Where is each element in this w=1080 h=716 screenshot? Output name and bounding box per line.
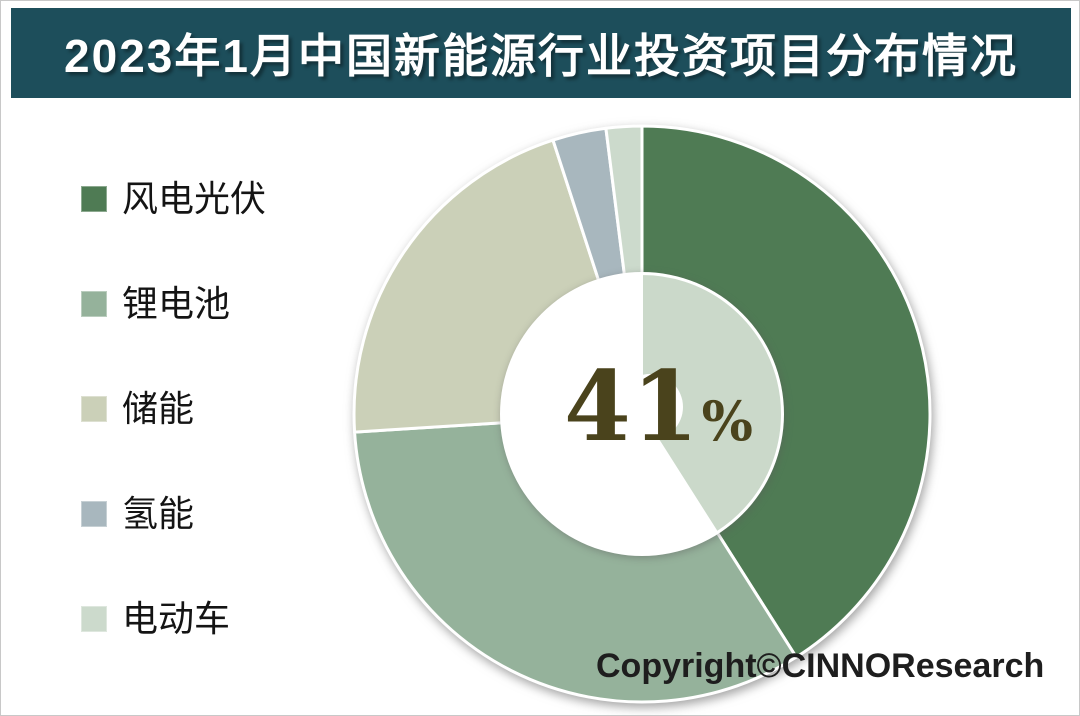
legend-item-2: 锂电池 — [81, 284, 266, 324]
center-value: 41 — [564, 350, 700, 463]
center-value-label: 41 % — [564, 359, 753, 455]
legend-item-1: 风电光伏 — [81, 179, 266, 219]
legend-swatch — [81, 186, 107, 212]
page-title: 2023年1月中国新能源行业投资项目分布情况 — [64, 30, 1018, 82]
inner-highlight-wedge — [641, 272, 783, 534]
legend-label: 氢能 — [122, 493, 195, 534]
legend-item-4: 氢能 — [81, 494, 266, 534]
chart-legend: 风电光伏锂电池储能氢能电动车 — [81, 179, 266, 639]
legend-label: 储能 — [122, 388, 195, 429]
legend-item-5: 电动车 — [81, 599, 266, 639]
legend-label: 电动车 — [122, 598, 231, 639]
legend-label: 锂电池 — [122, 283, 231, 324]
legend-item-3: 储能 — [81, 389, 266, 429]
legend-label: 风电光伏 — [122, 178, 267, 219]
donut-chart — [352, 124, 932, 704]
center-percent-sign: % — [701, 389, 753, 453]
center-dot — [617, 374, 683, 440]
legend-swatch — [81, 606, 107, 632]
donut-chart-area: 41 % — [342, 114, 942, 714]
copyright-text: Copyright©CINNOResearch — [596, 647, 1045, 685]
legend-swatch — [81, 396, 107, 422]
legend-swatch — [81, 501, 107, 527]
legend-swatch — [81, 291, 107, 317]
title-bar: 2023年1月中国新能源行业投资项目分布情况 — [11, 8, 1071, 98]
